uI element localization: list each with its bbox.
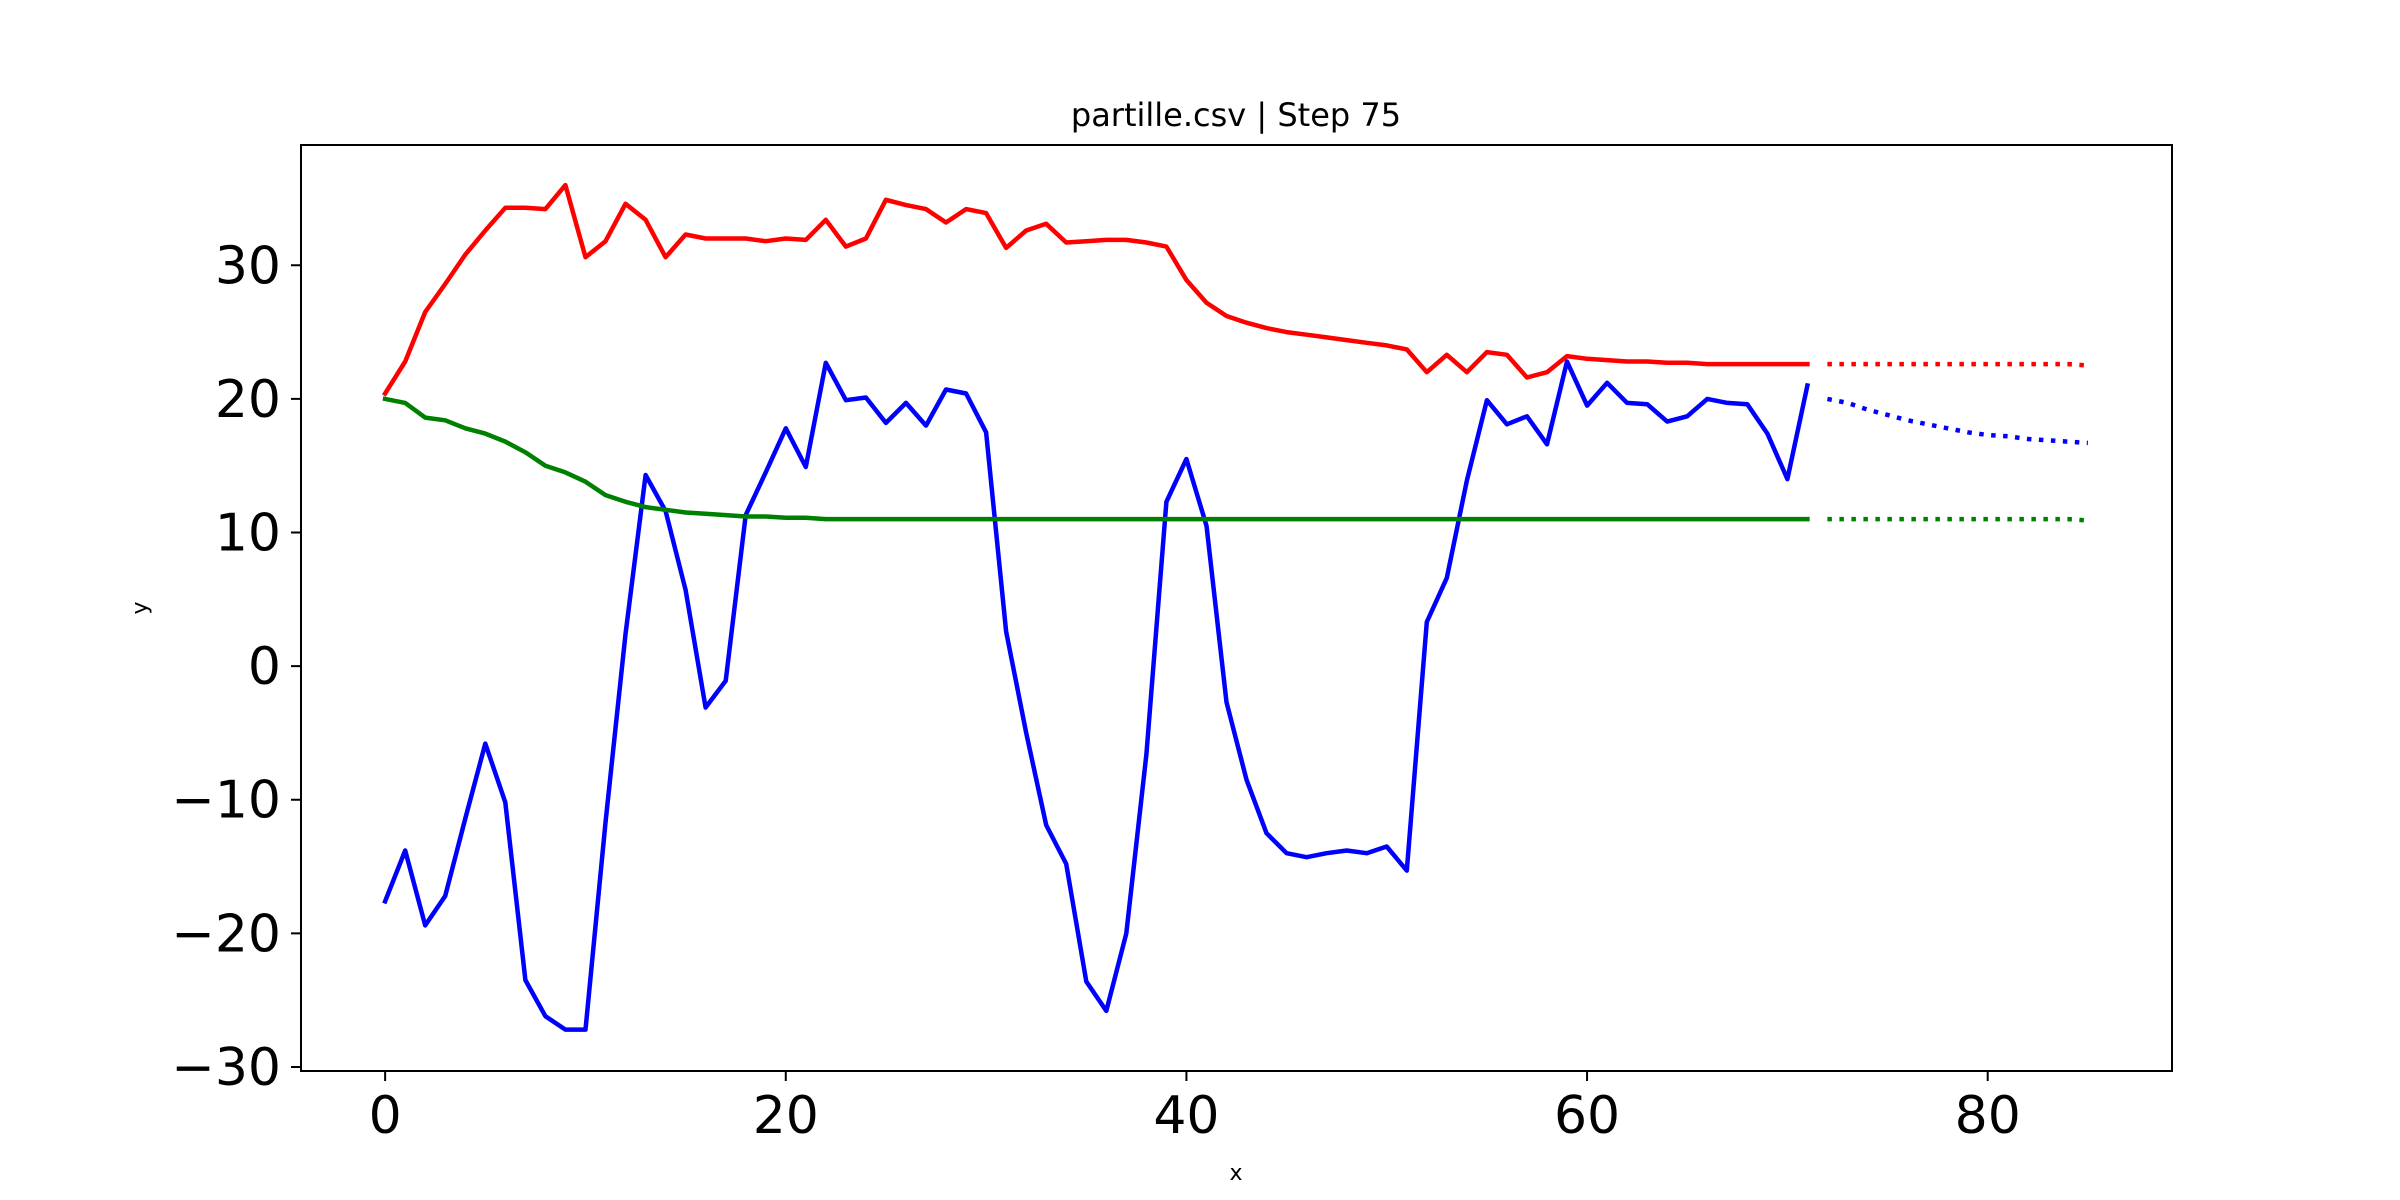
y-tick-label: 20 — [215, 370, 281, 430]
x-axis-label: x — [1229, 1161, 1242, 1186]
y-tick-label: −20 — [171, 904, 281, 964]
series-line-0 — [381, 182, 1810, 397]
x-tick-label: 60 — [1554, 1086, 1620, 1146]
y-tick-label: 10 — [215, 504, 281, 564]
y-tick-label: −30 — [171, 1038, 281, 1098]
y-tick-label: 30 — [215, 236, 281, 296]
x-tick-label: 40 — [1153, 1086, 1219, 1146]
x-tick-label: 80 — [1955, 1086, 2021, 1146]
chart-title: partille.csv | Step 75 — [1071, 96, 1401, 134]
series-line-2 — [382, 359, 1811, 1032]
y-tick-label: 0 — [248, 637, 281, 697]
series-layer — [381, 182, 2089, 1032]
plot-frame — [300, 144, 2173, 1072]
y-axis-label: y — [128, 601, 153, 614]
series-line-1 — [1827, 361, 2089, 368]
series-line-3 — [1826, 396, 2089, 446]
series-line-4 — [382, 396, 1810, 522]
x-tick-label: 0 — [369, 1086, 402, 1146]
y-tick-label: −10 — [171, 771, 281, 831]
y-axis-ticks: −30 −20 −10 0 10 20 30 — [171, 236, 301, 1098]
x-tick-label: 20 — [753, 1086, 819, 1146]
series-line-5 — [1827, 516, 2089, 523]
x-axis-ticks: 0 20 40 60 80 — [369, 1071, 2021, 1146]
